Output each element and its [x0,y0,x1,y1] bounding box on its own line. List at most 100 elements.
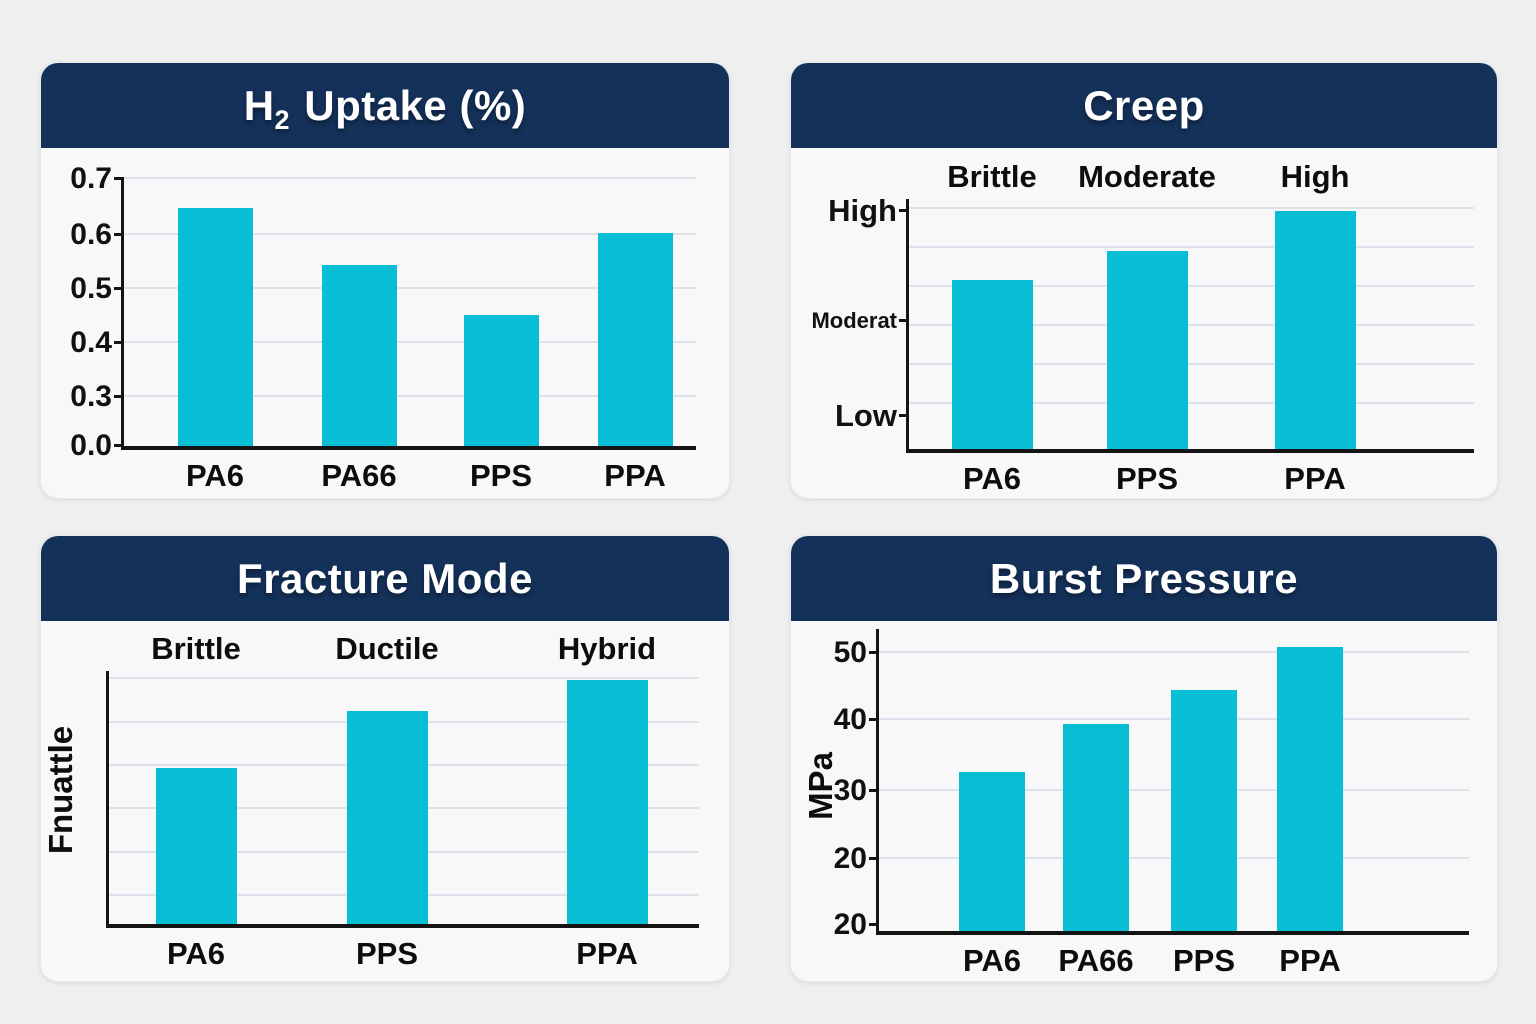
bar-burst-pressure-pa66 [1063,724,1129,931]
x-label-burst-pressure-pa6: PA6 [962,943,1022,978]
panel-burst-pressure: Burst Pressure 50 40 30 20 20 MPa PA6 PA66 PPS PP… [790,535,1498,982]
ytick-mark-h2-uptake-0 [114,444,124,447]
ytick-mark-h2-uptake-1 [114,394,124,398]
ytick-mark-h2-uptake-4 [114,233,124,237]
x-label-creep-pa6: PA6 [962,461,1022,496]
annotation-creep-moderate: Moderate [1078,159,1216,194]
ytick-label-creep-high: High [828,193,897,228]
panel-creep: Creep High Moderat Low PA6 Brittle PPS Moderat… [790,62,1498,499]
gridline-creep-2 [909,285,1474,287]
ytick-mark-creep-2 [899,414,909,417]
ytick-label-h2-uptake-0.7: 0.7 [70,162,112,195]
bar-fracture-mode-pps [346,710,428,924]
bar-fracture-mode-pa6 [155,767,237,924]
chart-area-creep: High Moderat Low PA6 Brittle PPS Moderate PPA Hi… [791,148,1497,498]
x-label-fracture-mode-ppa: PPA [576,936,638,971]
gridline-burst-pressure-0 [879,651,1469,654]
bar-fracture-mode-ppa [566,680,648,924]
bar-creep-pa6 [951,280,1033,449]
panel-h2-uptake: H2 Uptake (%) 0.0 0.3 0.4 0.5 0.6 0.7 PA6 PA66 P… [40,62,730,499]
chart-area-h2-uptake: 0.0 0.3 0.4 0.5 0.6 0.7 PA6 PA66 PPS PPA [41,148,729,498]
ytick-mark-burst-pressure-4 [869,922,879,926]
gridline-creep-5 [909,402,1474,404]
panel-header-fracture-mode: Fracture Mode [41,536,729,621]
panel-fracture-mode: Fracture Mode Fnuattle PA6 Brittle PPS Ducti… [40,535,730,982]
gridline-h2-uptake-3 [124,233,696,236]
ytick-label-h2-uptake-0.5: 0.5 [70,272,112,306]
panel-header-burst-pressure: Burst Pressure [791,536,1497,621]
gridline-creep-3 [909,324,1474,326]
title-part-fracture-mode-0: Fracture Mode [237,554,533,602]
panel-title-creep: Creep [1083,82,1205,130]
x-label-fracture-mode-pps: PPS [355,936,419,971]
ytick-label-h2-uptake-0.0: 0.0 [70,429,112,462]
title-part-h2-uptake-0: H [243,81,275,129]
ytick-label-h2-uptake-0.6: 0.6 [70,218,112,252]
y-axis-label-fracture-mode: Fnuattle [42,725,79,855]
bar-h2-uptake-ppa [597,232,673,446]
title-part-h2-uptake-2: Uptake (%) [292,81,527,129]
panel-title-fracture-mode: Fracture Mode [237,555,533,603]
bar-creep-pps [1106,251,1188,449]
bar-burst-pressure-pa6 [959,772,1025,931]
x-label-h2-uptake-pa6: PA6 [185,458,245,493]
plot-fracture-mode: Fnuattle PA6 Brittle PPS Ductile PPA Hybrid [42,631,699,971]
chart-area-fracture-mode: Fnuattle PA6 Brittle PPS Ductile PPA Hybrid [41,621,729,981]
panel-header-creep: Creep [791,63,1497,148]
ytick-label-creep-low: Low [835,398,897,433]
annotation-fracture-mode-ductile: Ductile [335,631,439,666]
annotation-creep-brittle: Brittle [947,159,1037,194]
panel-header-h2-uptake: H2 Uptake (%) [41,63,729,148]
ytick-label-burst-pressure-40: 40 [833,702,867,736]
gridline-creep-0 [909,207,1474,209]
ytick-label-h2-uptake-0.3: 0.3 [70,379,112,413]
ytick-label-burst-pressure-20: 20 [833,842,867,876]
x-label-h2-uptake-pps: PPS [469,458,533,493]
ytick-mark-creep-0 [899,209,909,213]
bar-burst-pressure-pps [1171,690,1237,931]
bar-h2-uptake-pps [463,315,539,446]
chart-area-burst-pressure: 50 40 30 20 20 MPa PA6 PA66 PPS PPA [791,621,1497,981]
ytick-label-h2-uptake-0.4: 0.4 [70,325,112,359]
x-label-burst-pressure-ppa: PPA [1279,943,1341,978]
x-label-burst-pressure-pa66: PA66 [1058,943,1134,978]
x-label-burst-pressure-pps: PPS [1172,943,1236,978]
ytick-label-burst-pressure-20: 20 [833,907,867,941]
ytick-label-burst-pressure-30: 30 [833,773,867,807]
annotation-fracture-mode-hybrid: Hybrid [557,631,657,666]
ytick-mark-burst-pressure-0 [869,651,879,655]
annotation-fracture-mode-brittle: Brittle [151,631,241,666]
gridline-h2-uptake-0 [124,394,696,397]
ytick-mark-creep-1 [899,319,909,322]
ytick-label-burst-pressure-50: 50 [833,636,867,670]
ytick-mark-burst-pressure-3 [869,857,879,861]
gridline-fracture-mode-0 [109,677,699,680]
x-label-h2-uptake-pa66: PA66 [321,458,397,493]
bar-burst-pressure-ppa [1277,647,1343,931]
ytick-mark-h2-uptake-3 [114,287,124,291]
plot-burst-pressure: 50 40 30 20 20 MPa PA6 PA66 PPS PPA [802,629,1469,978]
panel-title-burst-pressure: Burst Pressure [990,555,1298,603]
ytick-label-creep-moderat: Moderat [811,308,897,333]
gridline-creep-4 [909,363,1474,365]
bar-creep-ppa [1274,211,1356,449]
plot-h2-uptake: 0.0 0.3 0.4 0.5 0.6 0.7 PA6 PA66 PPS PPA [70,162,696,493]
title-part-creep-0: Creep [1083,81,1205,129]
gridline-h2-uptake-2 [124,287,696,290]
ytick-mark-burst-pressure-1 [869,717,879,721]
annotation-creep-high: High [1280,159,1350,194]
ytick-mark-h2-uptake-2 [114,340,124,344]
bar-h2-uptake-pa66 [321,264,397,446]
gridline-creep-1 [909,246,1474,248]
gridline-h2-uptake-4 [124,177,696,179]
panel-title-h2-uptake: H2 Uptake (%) [243,81,527,135]
y-axis-label-burst-pressure: MPa [802,752,839,820]
x-label-creep-pps: PPS [1115,461,1179,496]
title-part-burst-pressure-0: Burst Pressure [989,554,1299,602]
plot-creep: High Moderat Low PA6 Brittle PPS Moderate PPA Hi… [811,159,1474,496]
x-label-h2-uptake-ppa: PPA [604,458,666,493]
title-part-h2-uptake-1: 2 [274,104,291,135]
ytick-mark-h2-uptake-5 [114,177,124,180]
ytick-mark-burst-pressure-2 [869,788,879,792]
x-label-creep-ppa: PPA [1284,461,1346,496]
